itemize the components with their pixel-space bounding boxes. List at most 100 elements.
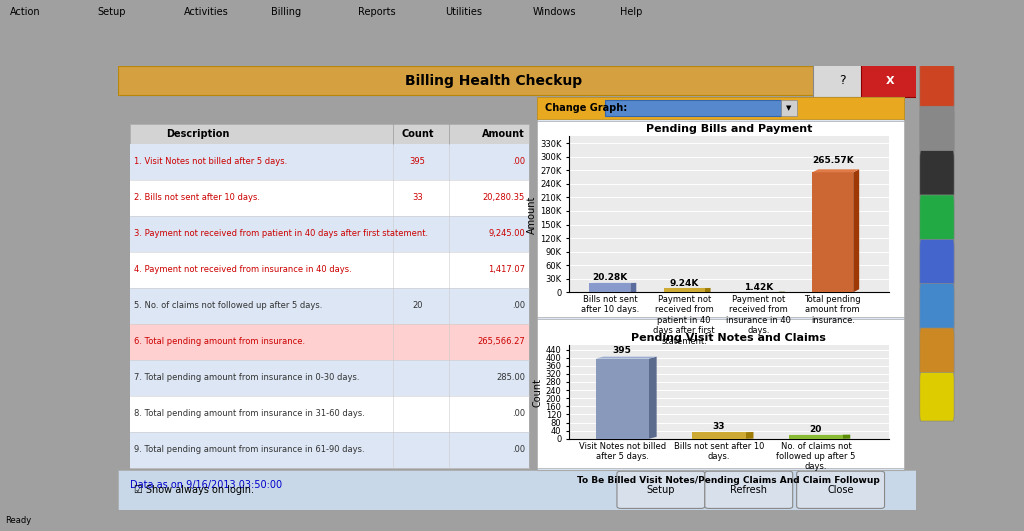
Text: X: X: [886, 76, 894, 86]
Polygon shape: [853, 169, 859, 292]
Text: Help: Help: [620, 7, 642, 17]
FancyBboxPatch shape: [538, 121, 904, 316]
Text: 3. Payment not received from patient in 40 days after first statement.: 3. Payment not received from patient in …: [134, 229, 428, 238]
Text: .00: .00: [512, 445, 525, 454]
Text: Refresh: Refresh: [730, 485, 767, 495]
Text: Count: Count: [401, 129, 433, 139]
Text: ▼: ▼: [786, 105, 792, 111]
FancyBboxPatch shape: [797, 471, 885, 508]
Polygon shape: [843, 435, 850, 439]
Title: Pending Bills and Payment: Pending Bills and Payment: [645, 124, 812, 134]
FancyBboxPatch shape: [130, 359, 529, 396]
FancyBboxPatch shape: [920, 151, 954, 200]
FancyBboxPatch shape: [538, 319, 904, 468]
FancyBboxPatch shape: [538, 97, 904, 119]
Text: 33: 33: [713, 422, 725, 431]
Text: Description: Description: [166, 129, 229, 139]
Bar: [590, 283, 631, 292]
Text: Close: Close: [827, 485, 854, 495]
Polygon shape: [745, 432, 754, 439]
Text: Setup: Setup: [646, 485, 675, 495]
FancyBboxPatch shape: [130, 124, 529, 144]
Text: Setup: Setup: [97, 7, 126, 17]
Text: 265,566.27: 265,566.27: [477, 337, 525, 346]
Polygon shape: [631, 283, 636, 292]
FancyBboxPatch shape: [605, 100, 780, 116]
Text: Action: Action: [10, 7, 41, 17]
X-axis label: To Be Billed Visit Notes/Pending Claims And Claim Followup: To Be Billed Visit Notes/Pending Claims …: [578, 476, 881, 485]
Text: 8. Total pending amount from insurance in 31-60 days.: 8. Total pending amount from insurance i…: [134, 409, 365, 418]
FancyBboxPatch shape: [130, 144, 529, 180]
FancyBboxPatch shape: [920, 372, 954, 421]
Text: Billing: Billing: [271, 7, 301, 17]
Text: .00: .00: [512, 301, 525, 310]
Text: 395: 395: [410, 158, 425, 166]
Text: 20: 20: [810, 425, 822, 434]
Text: 9. Total pending amount from insurance in 61-90 days.: 9. Total pending amount from insurance i…: [134, 445, 365, 454]
Text: .00: .00: [512, 158, 525, 166]
X-axis label: Pending Bills/Payment: Pending Bills/Payment: [667, 350, 791, 360]
FancyBboxPatch shape: [130, 324, 529, 359]
Text: 5. No. of claims not followed up after 5 days.: 5. No. of claims not followed up after 5…: [134, 301, 323, 310]
Text: 33: 33: [412, 193, 423, 202]
Bar: [596, 358, 649, 439]
Text: Amount: Amount: [482, 129, 525, 139]
Bar: [664, 288, 705, 292]
FancyBboxPatch shape: [118, 66, 916, 95]
FancyBboxPatch shape: [920, 195, 954, 244]
Text: 1.42K: 1.42K: [743, 282, 773, 292]
Bar: [812, 172, 853, 292]
Text: 395: 395: [612, 346, 632, 355]
Text: Reports: Reports: [358, 7, 396, 17]
Text: Ready: Ready: [5, 516, 32, 525]
Text: Data as on 9/16/2013 03:50:00: Data as on 9/16/2013 03:50:00: [130, 481, 282, 490]
Polygon shape: [812, 169, 859, 172]
FancyBboxPatch shape: [813, 64, 872, 97]
Text: 9,245.00: 9,245.00: [488, 229, 525, 238]
FancyBboxPatch shape: [130, 432, 529, 468]
Polygon shape: [596, 357, 656, 358]
Text: ?: ?: [839, 74, 846, 87]
FancyBboxPatch shape: [118, 470, 916, 510]
FancyBboxPatch shape: [130, 288, 529, 324]
Text: 265.57K: 265.57K: [812, 156, 854, 165]
Text: Windows: Windows: [532, 7, 575, 17]
Bar: [790, 435, 843, 439]
Text: Utilities: Utilities: [445, 7, 482, 17]
Text: 20,280.35: 20,280.35: [483, 193, 525, 202]
Text: 285.00: 285.00: [496, 373, 525, 382]
Text: Change Graph:: Change Graph:: [545, 103, 628, 113]
FancyBboxPatch shape: [920, 239, 954, 288]
Text: .00: .00: [512, 409, 525, 418]
FancyBboxPatch shape: [130, 396, 529, 432]
FancyBboxPatch shape: [130, 252, 529, 288]
FancyBboxPatch shape: [616, 471, 705, 508]
Text: Billing Health Checkup: Billing Health Checkup: [404, 74, 582, 88]
Text: Activities: Activities: [184, 7, 229, 17]
FancyBboxPatch shape: [130, 216, 529, 252]
Text: 9.24K: 9.24K: [670, 279, 699, 288]
FancyBboxPatch shape: [538, 97, 904, 470]
FancyBboxPatch shape: [130, 124, 529, 468]
Text: ☑ Show always on login.: ☑ Show always on login.: [134, 485, 254, 495]
FancyBboxPatch shape: [780, 100, 797, 116]
FancyBboxPatch shape: [130, 180, 529, 216]
Title: Pending Visit Notes and Claims: Pending Visit Notes and Claims: [632, 333, 826, 344]
FancyBboxPatch shape: [705, 471, 793, 508]
Text: 1. Visit Notes not billed after 5 days.: 1. Visit Notes not billed after 5 days.: [134, 158, 287, 166]
Polygon shape: [649, 357, 656, 439]
Polygon shape: [705, 288, 711, 292]
FancyBboxPatch shape: [860, 64, 921, 97]
Bar: [692, 432, 745, 439]
Text: 4. Payment not received from insurance in 40 days.: 4. Payment not received from insurance i…: [134, 266, 351, 275]
FancyBboxPatch shape: [920, 62, 954, 111]
FancyBboxPatch shape: [920, 284, 954, 332]
Text: 7. Total pending amount from insurance in 0-30 days.: 7. Total pending amount from insurance i…: [134, 373, 359, 382]
Text: 2. Bills not sent after 10 days.: 2. Bills not sent after 10 days.: [134, 193, 260, 202]
FancyBboxPatch shape: [920, 328, 954, 377]
Y-axis label: Count: Count: [532, 378, 543, 407]
FancyBboxPatch shape: [920, 106, 954, 155]
Text: 20: 20: [412, 301, 423, 310]
Text: 20.28K: 20.28K: [592, 273, 628, 282]
Text: 6. Total pending amount from insurance.: 6. Total pending amount from insurance.: [134, 337, 305, 346]
